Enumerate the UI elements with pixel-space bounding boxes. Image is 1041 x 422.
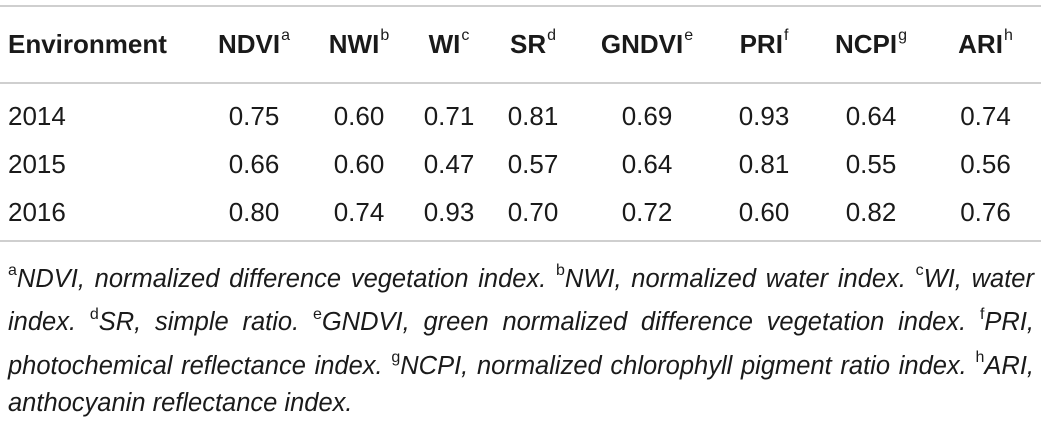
column-header-pri: PRIf <box>739 26 789 59</box>
table-cell: 0.60 <box>333 100 385 131</box>
table-cell: 0.82 <box>845 196 897 227</box>
table-cell: 0.72 <box>621 196 673 227</box>
table-footnotes: aNDVI, normalized difference vegetation … <box>8 254 1034 422</box>
table-cell: 0.64 <box>845 100 897 131</box>
table-top-rule <box>0 5 1041 7</box>
table-cell: 0.47 <box>423 148 475 179</box>
column-header-ndvi: NDVIa <box>217 26 291 59</box>
table-cell: 0.80 <box>228 196 280 227</box>
table-cell: 0.57 <box>507 148 559 179</box>
table-cell: 0.70 <box>507 196 559 227</box>
table-cell: 0.56 <box>960 148 1011 179</box>
footnote-nwi: bNWI, normalized water index. <box>556 262 906 293</box>
table-cell: 0.74 <box>333 196 385 227</box>
footnote-ndvi: aNDVI, normalized difference vegetation … <box>8 262 547 293</box>
table-cell: 0.81 <box>507 100 559 131</box>
table-header-row: Environment NDVIa NWIb WIc SRd GNDVIe PR… <box>0 8 1041 80</box>
table-cell: 0.74 <box>960 100 1011 131</box>
column-header-wi: WIc <box>428 26 470 59</box>
table-cell: 0.71 <box>423 100 475 131</box>
correlation-table: Environment NDVIa NWIb WIc SRd GNDVIe PR… <box>0 8 1041 236</box>
table-cell: 0.60 <box>333 148 385 179</box>
table-header-rule <box>0 82 1041 84</box>
table-cell: 0.75 <box>228 100 280 131</box>
footnote-gndvi: eGNDVI, green normalized difference vege… <box>312 305 967 337</box>
footnote-ncpi: gNCPI, normalized chlorophyll pigment ra… <box>391 349 967 380</box>
column-header-ari: ARIh <box>958 26 1013 59</box>
column-header-sr: SRd <box>509 26 557 59</box>
table-row: 2016 0.80 0.74 0.93 0.70 0.72 0.60 0.82 … <box>0 188 1041 236</box>
table-cell: 0.81 <box>738 148 790 179</box>
table-cell: 0.60 <box>738 196 790 227</box>
table-cell: 0.93 <box>423 196 475 227</box>
table-cell: 0.93 <box>738 100 790 131</box>
footnote-sr: dSR, simple ratio. <box>89 305 300 337</box>
table-row: 2014 0.75 0.60 0.71 0.81 0.69 0.93 0.64 … <box>0 80 1041 140</box>
table-cell-environment: 2016 <box>8 196 66 227</box>
table-cell: 0.76 <box>960 196 1011 227</box>
footnote-wi: cWI, water index. <box>8 262 1034 336</box>
table-cell: 0.55 <box>845 148 897 179</box>
table-cell: 0.66 <box>228 148 280 179</box>
table-cell-environment: 2014 <box>8 100 66 131</box>
table-row: 2015 0.66 0.60 0.47 0.57 0.64 0.81 0.55 … <box>0 140 1041 188</box>
column-header-nwi: NWIb <box>328 26 390 59</box>
column-header-gndvi: GNDVIe <box>600 26 694 59</box>
table-cell: 0.69 <box>621 100 673 131</box>
table-bottom-rule <box>0 240 1041 242</box>
table-cell: 0.64 <box>621 148 673 179</box>
column-header-ncpi: NCPIg <box>834 26 908 59</box>
column-header-environment: Environment <box>8 28 167 59</box>
table-cell-environment: 2015 <box>8 148 66 179</box>
footnote-pri: fPRI, photochemical reflectance index. <box>8 305 1035 380</box>
